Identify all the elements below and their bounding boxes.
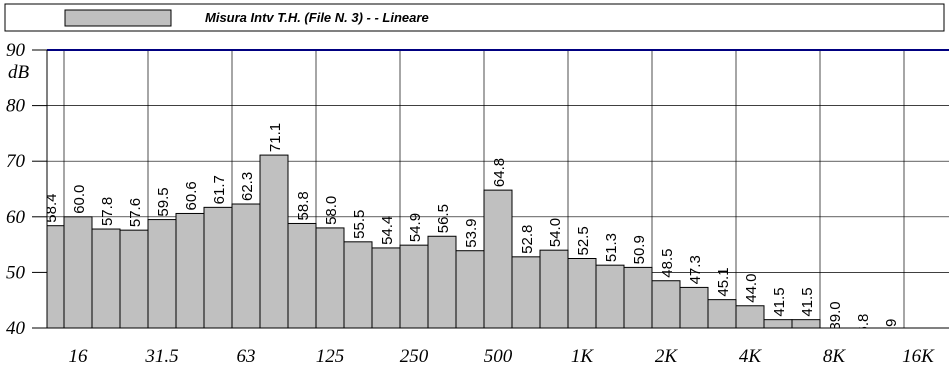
value-label: 58.0 (323, 196, 340, 225)
bar (63, 216, 93, 328)
value-label: 61.7 (211, 175, 228, 204)
bar (119, 229, 149, 328)
bar (539, 249, 569, 328)
bar (371, 247, 401, 328)
value-label: 47.3 (687, 255, 704, 284)
bar (735, 305, 765, 328)
x-tick-label: 16K (902, 346, 935, 367)
value-label: 53.9 (463, 219, 480, 248)
value-label: 56.5 (435, 204, 452, 233)
value-label: 51.3 (603, 233, 620, 262)
bar (483, 189, 513, 328)
bar (231, 203, 261, 328)
bar (47, 225, 65, 328)
value-label: 39.0 (827, 301, 844, 330)
value-label: 52.5 (575, 226, 592, 255)
x-tick-label: 31.5 (144, 346, 178, 367)
x-tick-label: 125 (316, 346, 345, 367)
value-label: 57.6 (127, 198, 144, 227)
value-label: 50.9 (631, 235, 648, 264)
value-label: 44.0 (743, 274, 760, 303)
x-tick-label: 1K (571, 346, 595, 367)
value-label: 57.8 (99, 197, 116, 226)
value-label: 59.5 (155, 187, 172, 216)
bar (91, 228, 121, 328)
bar (147, 219, 177, 328)
bar (511, 256, 541, 328)
x-tick-label: 63 (237, 346, 256, 367)
bar (707, 299, 737, 328)
bar (399, 244, 429, 328)
value-label: 54.9 (407, 213, 424, 242)
value-label: 60.6 (183, 181, 200, 210)
value-label: 71.1 (267, 123, 284, 152)
value-label: 60.0 (71, 185, 88, 214)
value-label: 58.4 (43, 193, 60, 222)
y-tick-label: 40 (6, 318, 26, 339)
bar (623, 266, 653, 328)
bar (791, 319, 821, 328)
y-tick-label: 70 (6, 151, 26, 172)
x-tick-label: 500 (484, 346, 513, 367)
value-label: 41.5 (799, 287, 816, 316)
y-tick-label: 60 (6, 207, 26, 228)
bar (287, 222, 317, 328)
bar (567, 258, 597, 328)
value-label: 58.8 (295, 191, 312, 220)
value-label: 54.4 (379, 216, 396, 245)
value-label: 54.0 (547, 218, 564, 247)
x-tick-label: 16 (69, 346, 89, 367)
value-label: 41.5 (771, 287, 788, 316)
bar (259, 154, 289, 328)
y-tick-label: 90 (6, 40, 26, 61)
value-label: 36.8 (855, 314, 872, 343)
value-label: 62.3 (239, 172, 256, 201)
x-tick-label: 250 (400, 346, 429, 367)
x-tick-label: 4K (739, 346, 763, 367)
bar (651, 280, 681, 328)
value-label: 55.5 (351, 210, 368, 239)
bar (595, 264, 625, 328)
value-label: 64.8 (491, 158, 508, 187)
bar (427, 235, 457, 328)
x-tick-label: 8K (823, 346, 847, 367)
y-axis-label: dB (8, 62, 30, 83)
y-tick-label: 80 (6, 96, 26, 117)
bar (455, 250, 485, 328)
value-label: 48.5 (659, 249, 676, 278)
y-tick-label: 50 (6, 262, 26, 283)
bar (679, 286, 709, 328)
bar (763, 319, 793, 328)
bar (343, 241, 373, 328)
legend-label: Misura Intv T.H. (File N. 3) - - Lineare (205, 10, 429, 25)
plot-area: 58.4 60.0 57.8 57.6 59.5 60.6 61.7 62.3 71.1 58.8… (43, 50, 949, 348)
value-label: 35.9 (883, 319, 900, 348)
legend-swatch (64, 9, 172, 27)
bar (175, 212, 205, 328)
value-label: 45.1 (715, 267, 732, 296)
x-tick-label: 2K (655, 346, 679, 367)
bar (203, 206, 233, 328)
bar (315, 227, 345, 328)
value-label: 52.8 (519, 225, 536, 254)
